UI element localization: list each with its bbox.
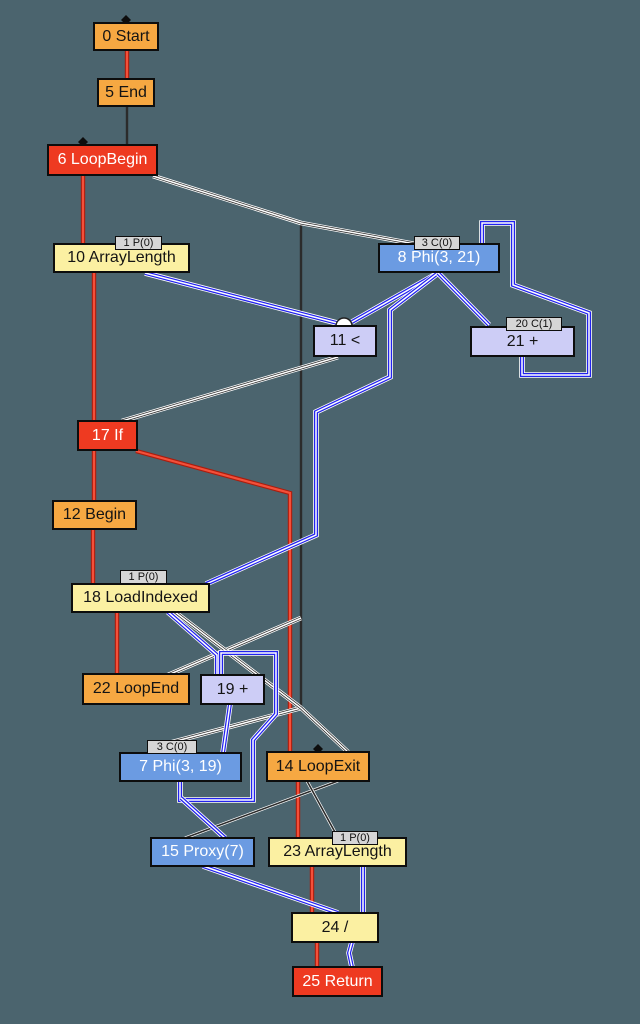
graph-node-14-loopexit[interactable]: 14 LoopExit bbox=[266, 751, 370, 782]
input-slot-label: 1 P(0) bbox=[115, 236, 162, 250]
edge-loadindexed-to-junction bbox=[174, 611, 302, 709]
graph-node-7-phi-3-19[interactable]: 7 Phi(3, 19) bbox=[119, 752, 242, 782]
graph-node-11[interactable]: 11 < bbox=[313, 325, 377, 357]
edge-phi7-to-proxy bbox=[180, 797, 226, 839]
edge-if-to-loopexit bbox=[135, 449, 292, 752]
edge-loopbegin-assoc-out bbox=[152, 175, 302, 224]
graph-node-6-loopbegin[interactable]: 6 LoopBegin bbox=[47, 144, 158, 176]
input-slot-label: 3 C(0) bbox=[147, 740, 197, 754]
input-slot-label: 1 P(0) bbox=[332, 831, 378, 845]
edge-assoc-to-phi8 bbox=[300, 222, 416, 245]
graph-node-12-begin[interactable]: 12 Begin bbox=[52, 500, 137, 530]
edge-proxy-to-div bbox=[202, 865, 339, 914]
graph-node-0-start[interactable]: 0 Start bbox=[93, 22, 159, 51]
edge-phi7-to-add19 bbox=[179, 652, 277, 801]
graph-node-19[interactable]: 19 + bbox=[200, 674, 265, 705]
edge-loopexit-to-proxy bbox=[184, 780, 339, 839]
input-slot-label: 1 P(0) bbox=[120, 570, 167, 584]
graph-node-18-loadindexed[interactable]: 18 LoadIndexed bbox=[71, 583, 210, 613]
input-slot-label: 3 C(0) bbox=[414, 236, 460, 250]
edge-loopexit-to-al23-slot bbox=[306, 780, 337, 835]
edge-add19-to-phi7 bbox=[222, 703, 231, 754]
edge-assoc-to-loopend bbox=[167, 617, 302, 676]
graph-node-24[interactable]: 24 / bbox=[291, 912, 379, 943]
edge-cmp-to-if bbox=[121, 356, 339, 422]
graph-node-15-proxy-7[interactable]: 15 Proxy(7) bbox=[150, 837, 255, 867]
edge-add21-to-phi8 bbox=[481, 222, 590, 376]
edge-phi8-to-add21 bbox=[437, 272, 490, 326]
edge-al10-to-cmp bbox=[144, 272, 338, 324]
graph-node-5-end[interactable]: 5 End bbox=[97, 78, 155, 107]
input-slot-label: 20 C(1) bbox=[506, 317, 562, 331]
edge-assoc-to-loopexit bbox=[300, 707, 349, 753]
graph-node-25-return[interactable]: 25 Return bbox=[292, 966, 383, 997]
graph-node-22-loopend[interactable]: 22 LoopEnd bbox=[82, 673, 190, 705]
edge-div-to-return-data bbox=[348, 941, 353, 968]
graph-node-17-if[interactable]: 17 If bbox=[77, 420, 138, 451]
edge-phi8-to-loadindexed bbox=[205, 272, 439, 585]
edge-loadindexed-to-add19 bbox=[167, 611, 218, 675]
